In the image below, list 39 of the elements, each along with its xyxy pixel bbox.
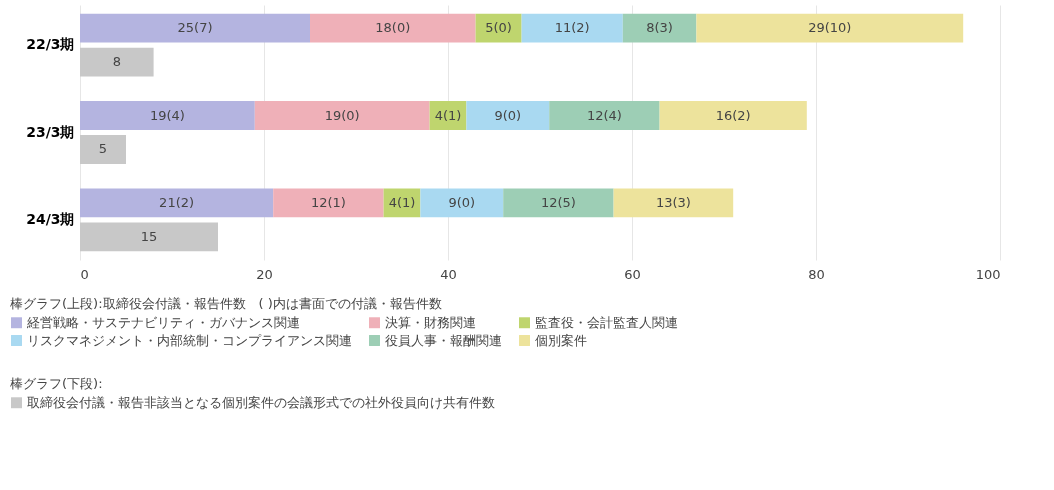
x-tick-label: 60 (624, 266, 641, 282)
data-label: 29(10) (808, 20, 852, 36)
data-label: 4(1) (434, 107, 462, 123)
data-label: 5 (98, 141, 108, 157)
data-label: 12(5) (540, 194, 576, 210)
x-tick-label: 40 (440, 266, 457, 282)
x-tick-label: 80 (808, 266, 825, 282)
data-label: 15 (140, 228, 158, 244)
legend-label: 役員人事・報酬関連 (385, 332, 502, 348)
data-label: 13(3) (655, 194, 691, 210)
legend-label: リスクマネジメント・内部統制・コンプライアンス関連 (27, 332, 352, 348)
data-label: 9(0) (494, 107, 522, 123)
data-label: 21(2) (159, 194, 195, 210)
x-tick-label: 0 (80, 266, 89, 282)
x-tick-label: 20 (256, 266, 273, 282)
data-label: 8(3) (646, 20, 673, 36)
data-label: 19(0) (324, 107, 360, 123)
data-label: 9(0) (448, 194, 476, 210)
legend-label: 決算・財務関連 (385, 314, 476, 330)
data-label: 19(4) (149, 107, 185, 123)
data-label: 12(4) (586, 107, 622, 123)
data-label: 25(7) (177, 20, 213, 36)
legend-label: 監査役・会計監査人関連 (535, 314, 678, 330)
legend-label: 個別案件 (535, 332, 587, 348)
data-label: 18(0) (375, 20, 411, 36)
data-label: 4(1) (388, 194, 416, 210)
data-label: 5(0) (485, 20, 512, 36)
text: 棒グラフ(下段): (10, 376, 103, 391)
legend-label: 取締役会付議・報告非該当となる個別案件の会議形式での社外役員向け共有件数 (27, 394, 495, 410)
x-tick-label: 100 (975, 266, 1001, 282)
legend-label: 経営戦略・サステナビリティ・ガバナンス関連 (26, 314, 300, 330)
data-label: 8 (112, 54, 121, 70)
data-label: 16(2) (715, 107, 751, 123)
y-tick-label: 22/3期 (26, 36, 75, 53)
y-tick-label: 24/3期 (26, 210, 75, 227)
data-label: 11(2) (554, 20, 590, 36)
y-tick-label: 23/3期 (26, 123, 75, 140)
legend-title: 棒グラフ(上段):取締役会付議・報告件数 ( )内は書面での付議・報告件数 (10, 296, 442, 311)
data-label: 12(1) (310, 194, 346, 210)
